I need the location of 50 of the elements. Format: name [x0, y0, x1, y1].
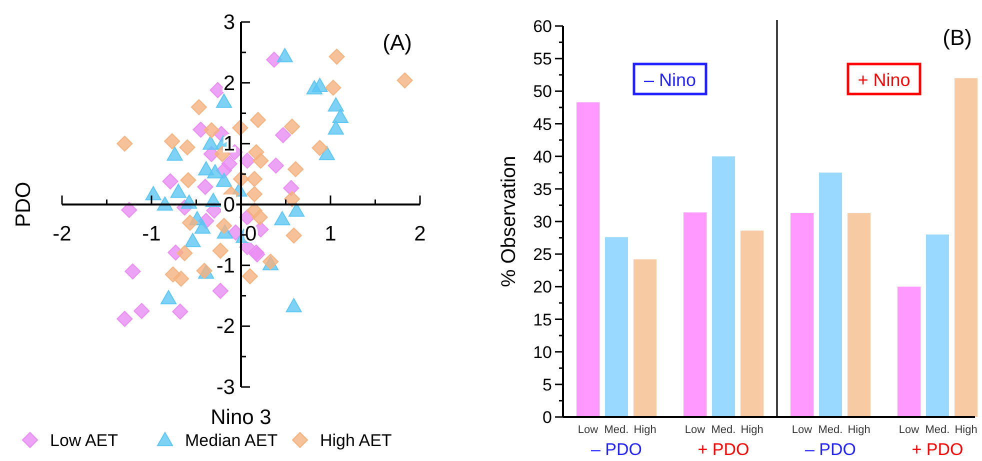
y-tick-label: 50: [533, 82, 552, 102]
text: Med.: [925, 424, 950, 436]
annotation: – Nino: [644, 70, 696, 90]
series-label: High: [634, 424, 656, 436]
text: Low: [684, 424, 706, 436]
series-label: Med.: [604, 424, 629, 436]
y-tick-label: -1: [216, 254, 235, 278]
x-tick-label: -1: [142, 222, 161, 246]
y-tick-label: 20: [533, 278, 552, 297]
text: High: [848, 424, 870, 436]
x-tick-label: – PDO: [590, 440, 642, 459]
y-tick-label: 2: [223, 72, 235, 95]
chart-title: (B): [942, 25, 972, 50]
legend-label: Median AET: [185, 431, 278, 450]
text: High: [954, 424, 978, 436]
y-tick-label: 15: [533, 310, 552, 330]
x-tick-label: 0: [245, 222, 257, 246]
y-tick-label: 0: [223, 194, 235, 216]
text: Med.: [818, 424, 843, 436]
series-label: Low: [578, 424, 598, 436]
x-tick-label: 1: [324, 222, 336, 246]
y-tick-label: 55: [533, 50, 552, 69]
y-tick-label: 0: [542, 408, 552, 427]
y-tick-label: -2: [216, 315, 235, 338]
y-tick-label: -3: [216, 376, 235, 399]
chart-title: (A): [382, 30, 412, 55]
y-tick-label: 30: [533, 212, 552, 232]
annotation: + Nino: [858, 70, 910, 90]
legend-label: High AET: [320, 431, 392, 450]
text: Med.: [711, 424, 736, 436]
y-tick-label: 5: [542, 375, 552, 394]
y-tick-label: 40: [533, 147, 552, 166]
text: Low: [898, 424, 920, 436]
x-tick-label: + PDO: [912, 440, 964, 459]
x-tick-label: -2: [52, 222, 72, 246]
y-tick-label: 25: [533, 245, 552, 264]
y-axis-title: PDO: [12, 182, 35, 228]
y-tick-label: 10: [533, 342, 552, 362]
x-axis-title: Nino 3: [210, 406, 272, 429]
y-tick-label: 60: [533, 17, 552, 36]
x-tick-label: 2: [414, 222, 426, 246]
y-tick-label: 35: [533, 180, 552, 199]
text: High: [740, 424, 764, 436]
y-tick-label: 3: [223, 11, 235, 34]
y-tick-label: 45: [533, 114, 552, 134]
x-tick-label: + PDO: [698, 440, 750, 459]
x-tick-label: – PDO: [804, 440, 856, 459]
text: Low: [792, 424, 812, 436]
legend-label: Low AET: [50, 431, 118, 450]
y-axis-title: % Observation: [498, 156, 520, 288]
